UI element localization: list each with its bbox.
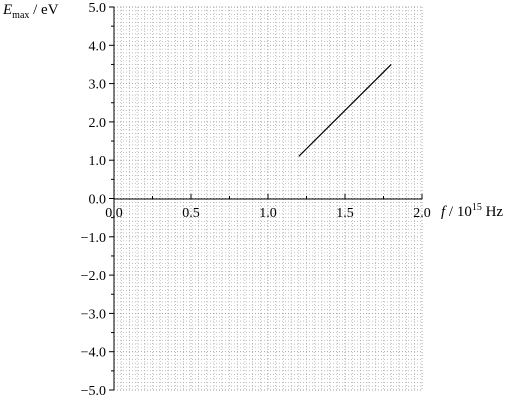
x-tick-label: 0.5 [182, 206, 200, 221]
x-tick-labels: 0.0 0.5 1.0 1.5 2.0 [105, 206, 431, 221]
y-axis-subscript: max [12, 10, 29, 21]
y-tick-labels: 5.0 4.0 3.0 2.0 1.0 0.0 −1.0 −2.0 −3.0 −4.0 −5.0 [81, 1, 106, 399]
x-tick-label: 2.0 [413, 206, 431, 221]
y-tick-label: 4.0 [89, 39, 107, 54]
y-tick-label: 1.0 [89, 154, 107, 169]
x-axis-separator: / [445, 204, 457, 220]
y-tick-label: 2.0 [89, 116, 107, 131]
y-tick-label: 3.0 [89, 78, 107, 93]
grid [113, 6, 423, 391]
y-tick-label: −2.0 [81, 269, 106, 284]
y-tick-label: −3.0 [81, 307, 106, 322]
x-tick-label: 1.0 [259, 206, 277, 221]
y-axis-label: Emax / eV [2, 2, 59, 21]
y-tick-label: −4.0 [81, 346, 106, 361]
axes [109, 6, 423, 391]
y-tick-label: 5.0 [89, 1, 107, 16]
y-tick-label: −5.0 [81, 384, 106, 399]
data-series [298, 64, 392, 157]
x-axis-unit-exponent: 15 [472, 202, 482, 213]
y-axis-unit: / eV [29, 2, 58, 18]
x-axis-unit-suffix: Hz [482, 204, 504, 220]
x-tick-label: 0.0 [105, 206, 123, 221]
series-line [298, 64, 392, 157]
x-axis-unit-base: 10 [457, 204, 472, 220]
x-axis-label: f / 1015 Hz [441, 202, 503, 220]
x-axis-symbol: f [441, 204, 447, 220]
y-tick-label: 0.0 [89, 193, 107, 208]
x-tick-label: 1.5 [336, 206, 354, 221]
y-tick-label: −1.0 [81, 231, 106, 246]
y-axis-symbol: E [2, 2, 12, 18]
